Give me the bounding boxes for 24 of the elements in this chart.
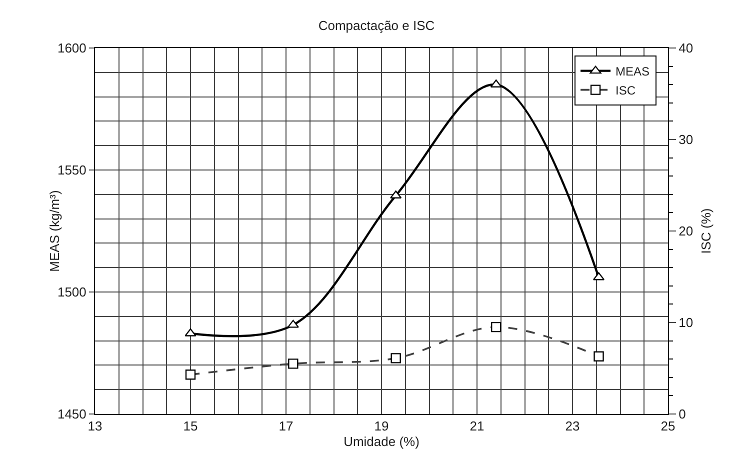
x-tick-label: 15 xyxy=(183,418,198,434)
y2-tick-label: 20 xyxy=(678,224,694,239)
x-tick-label: 13 xyxy=(88,418,102,434)
x-tick-label: 19 xyxy=(374,418,389,434)
x-tick-label: 25 xyxy=(660,418,676,434)
y-tick-label: 1500 xyxy=(57,284,86,300)
y2-tick-label: 30 xyxy=(678,132,694,148)
x-tick-label: 23 xyxy=(565,418,580,434)
y-tick-label: 1600 xyxy=(57,40,86,56)
legend-label: ISC xyxy=(616,84,636,98)
y-tick-label: 1550 xyxy=(57,162,86,178)
point xyxy=(287,320,299,328)
x-tick-label: 21 xyxy=(470,418,484,434)
y-axis-title: MEAS (kg/m³) xyxy=(47,190,62,272)
y-tick-label: 1450 xyxy=(57,406,86,422)
x-axis-title: Umidade (%) xyxy=(344,434,420,450)
y2-tick-label: 10 xyxy=(678,315,694,330)
chart-title: Compactação e ISC xyxy=(318,18,435,34)
legend-label: MEAS xyxy=(616,64,650,78)
y2-tick-label: 0 xyxy=(678,406,686,422)
point xyxy=(184,328,196,336)
y2-axis-title: ISC (%) xyxy=(698,208,714,254)
y2-tick-label: 40 xyxy=(678,40,694,56)
x-tick-label: 17 xyxy=(278,418,294,434)
